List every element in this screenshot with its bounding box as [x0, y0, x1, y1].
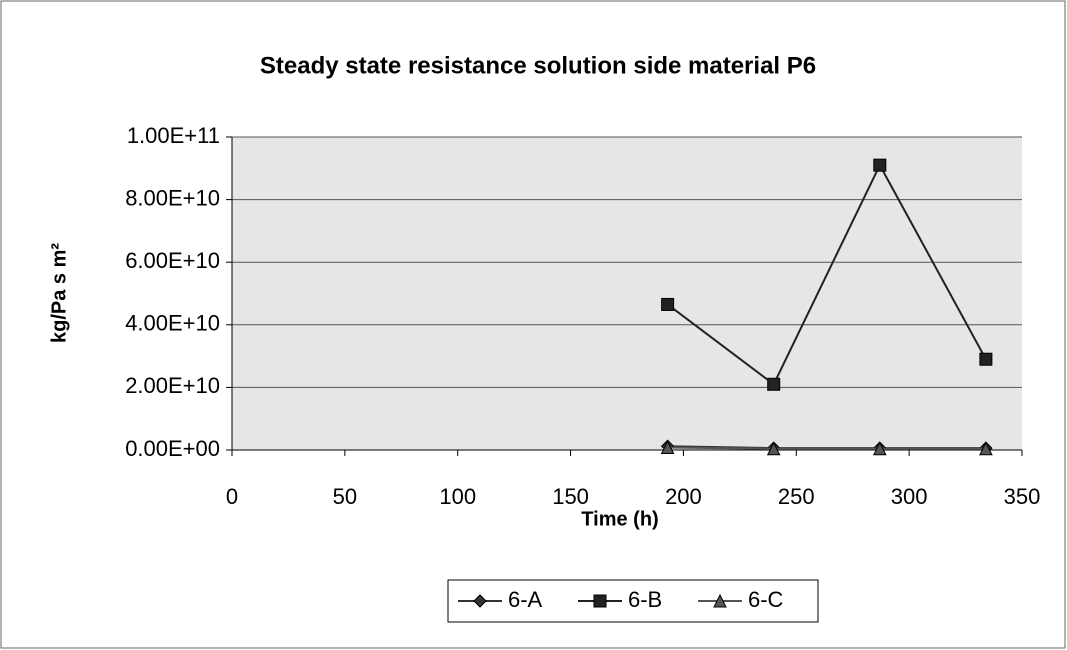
x-tick-label: 350 [1004, 484, 1041, 509]
marker [979, 441, 993, 456]
x-tick-label: 250 [778, 484, 815, 509]
marker [767, 377, 781, 391]
marker [660, 440, 675, 454]
legend-box [447, 579, 819, 623]
x-tick-label: 0 [226, 484, 238, 509]
y-tick-label: 0.00E+00 [125, 436, 220, 461]
x-tick-label: 50 [333, 484, 357, 509]
legend-label: 6-A [508, 587, 543, 612]
x-axis-title: Time (h) [581, 508, 658, 530]
x-tick-label: 100 [439, 484, 476, 509]
legend-label: 6-C [748, 587, 784, 612]
y-tick-label: 2.00E+10 [125, 373, 220, 398]
series-line [667, 446, 986, 450]
plot-area [232, 137, 1022, 450]
x-tick-label: 200 [665, 484, 702, 509]
y-tick-label: 8.00E+10 [125, 185, 220, 210]
x-tick-label: 300 [891, 484, 928, 509]
legend-marker [713, 593, 727, 608]
marker [873, 158, 887, 172]
y-axis-title: kg/Pa s m² [48, 243, 70, 343]
chart-title: Steady state resistance solution side ma… [260, 52, 816, 79]
marker [661, 297, 675, 311]
y-tick-label: 4.00E+10 [125, 311, 220, 336]
legend-marker [473, 594, 487, 608]
y-tick-label: 6.00E+10 [125, 248, 220, 273]
series-line [667, 162, 987, 386]
marker [979, 352, 993, 366]
marker [766, 441, 781, 456]
x-tick-label: 150 [552, 484, 589, 509]
legend-marker [593, 594, 607, 608]
y-tick-label: 1.00E+11 [127, 123, 220, 148]
marker [872, 441, 887, 456]
legend-label: 6-B [628, 587, 662, 612]
